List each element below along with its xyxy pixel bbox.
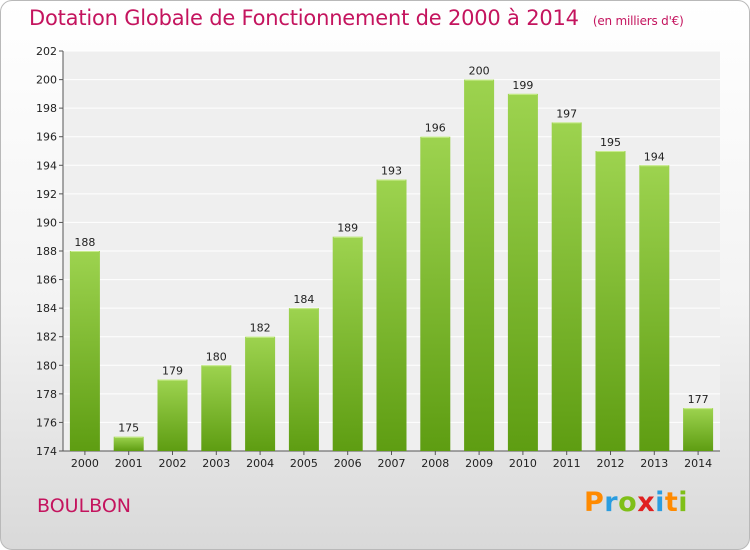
proxiti-logo[interactable]: Proxiti (584, 487, 688, 518)
data-label-2004: 182 (250, 322, 271, 335)
data-label-2008: 196 (425, 122, 446, 135)
data-label-2007: 193 (381, 165, 402, 178)
x-tick-label: 2001 (115, 457, 143, 470)
data-label-2010: 199 (512, 79, 533, 92)
bar-2010 (507, 93, 538, 451)
bar-2013 (639, 165, 670, 452)
x-tick-label: 2006 (334, 457, 362, 470)
chart-title-text: Dotation Globale de Fonctionnement de 20… (29, 6, 579, 30)
data-label-2012: 195 (600, 136, 621, 149)
y-tick-label: 190 (36, 216, 57, 229)
y-tick-label: 176 (36, 416, 57, 429)
bar-2002 (157, 379, 188, 451)
y-tick-label: 178 (36, 388, 57, 401)
x-tick-label: 2002 (159, 457, 187, 470)
chart-unit: (en milliers d'€) (592, 14, 684, 28)
logo-letter: x (637, 487, 656, 518)
bar-2007 (376, 179, 407, 452)
x-tick-label: 2004 (246, 457, 274, 470)
y-tick-label: 184 (36, 302, 57, 315)
bar-2005 (288, 308, 319, 451)
y-tick-label: 186 (36, 274, 57, 287)
y-tick-label: 182 (36, 331, 57, 344)
y-tick-label: 196 (36, 131, 57, 144)
data-label-2013: 194 (644, 150, 665, 163)
data-label-2009: 200 (469, 65, 490, 78)
x-tick-label: 2013 (640, 457, 668, 470)
data-label-2002: 179 (162, 365, 183, 378)
x-tick-label: 2009 (465, 457, 493, 470)
logo-letter: P (584, 487, 605, 518)
x-tick-label: 2010 (509, 457, 537, 470)
y-tick-label: 194 (36, 159, 57, 172)
bar-2012 (595, 151, 626, 451)
data-label-2000: 188 (74, 236, 95, 249)
x-tick-label: 2000 (71, 457, 99, 470)
logo-letter: i (678, 487, 689, 518)
logo-letter: o (618, 487, 638, 518)
x-tick-label: 2008 (421, 457, 449, 470)
y-tick-label: 174 (36, 445, 57, 458)
x-tick-label: 2007 (378, 457, 406, 470)
logo-letter: i (655, 487, 665, 518)
x-tick-label: 2012 (597, 457, 625, 470)
bar-2003 (201, 365, 232, 451)
bar-2009 (464, 79, 495, 452)
data-label-2005: 184 (293, 293, 314, 306)
x-tick-label: 2003 (202, 457, 230, 470)
bar-2008 (420, 136, 451, 451)
y-tick-label: 188 (36, 245, 57, 258)
town-name: BOULBON (37, 495, 132, 517)
bar-2014 (683, 408, 714, 451)
chart-title: Dotation Globale de Fonctionnement de 20… (29, 6, 684, 30)
data-label-2006: 189 (337, 222, 358, 235)
y-tick-label: 180 (36, 359, 57, 372)
x-tick-label: 2014 (684, 457, 712, 470)
bar-2001 (113, 436, 144, 451)
x-tick-label: 2005 (290, 457, 318, 470)
bar-2006 (332, 236, 363, 451)
data-label-2014: 177 (688, 393, 709, 406)
data-label-2003: 180 (206, 350, 227, 363)
bar-2004 (245, 336, 276, 451)
y-tick-label: 200 (36, 74, 57, 87)
bar-2011 (551, 122, 582, 451)
bar-2000 (69, 251, 100, 451)
data-label-2011: 197 (556, 107, 577, 120)
x-tick-label: 2011 (553, 457, 581, 470)
y-tick-label: 192 (36, 188, 57, 201)
y-tick-label: 202 (36, 45, 57, 58)
data-label-2001: 175 (118, 422, 139, 435)
logo-letter: r (604, 487, 619, 518)
logo-letter: t (664, 487, 679, 518)
y-tick-label: 198 (36, 102, 57, 115)
